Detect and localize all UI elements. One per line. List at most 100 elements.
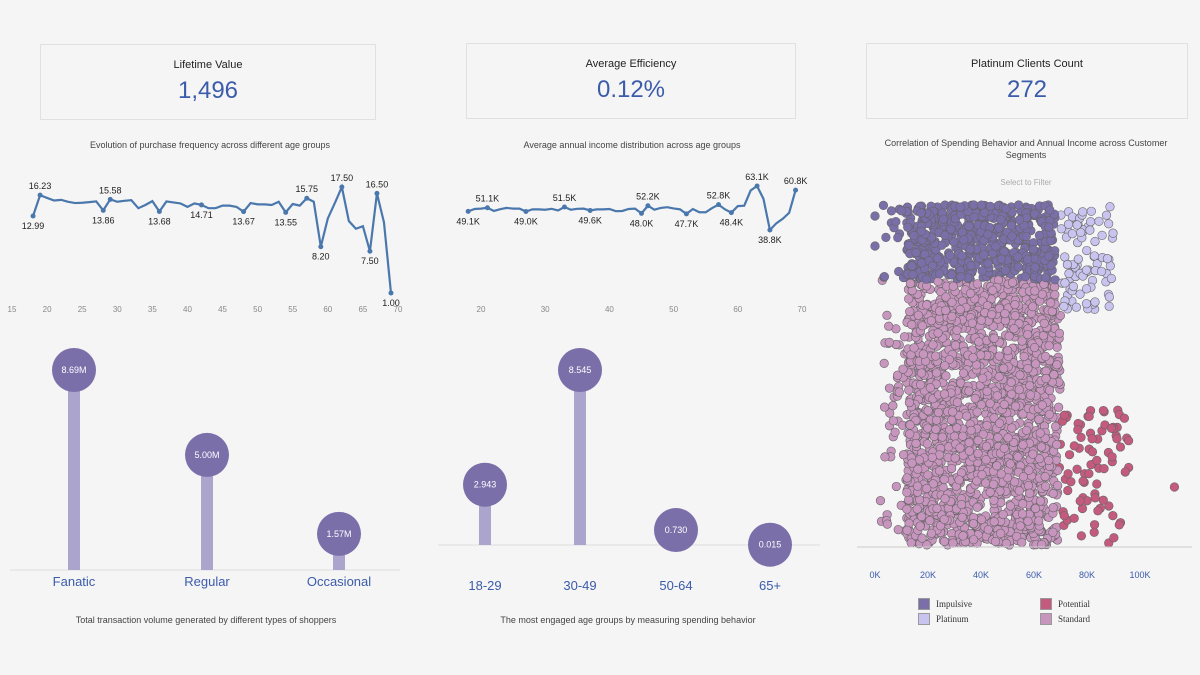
- scatter-point-platinum[interactable]: [1105, 202, 1115, 212]
- scatter-point-standard[interactable]: [955, 443, 965, 453]
- scatter-point-standard[interactable]: [932, 368, 942, 378]
- scatter-point-potential[interactable]: [1064, 450, 1075, 460]
- scatter-point-standard[interactable]: [1054, 328, 1065, 338]
- scatter-point-standard[interactable]: [1005, 501, 1016, 511]
- scatter-point-platinum[interactable]: [1106, 273, 1116, 284]
- scatter-point-standard[interactable]: [1044, 455, 1054, 466]
- scatter-point-potential[interactable]: [1093, 506, 1103, 516]
- scatter-point-impulsive[interactable]: [1022, 254, 1033, 265]
- scatter-point-potential[interactable]: [1075, 496, 1085, 506]
- scatter-point-standard[interactable]: [1014, 385, 1024, 395]
- scatter-point-standard[interactable]: [1023, 516, 1033, 526]
- scatter-point-standard[interactable]: [947, 463, 957, 474]
- scatter-point-standard[interactable]: [978, 373, 988, 383]
- scatter-point-standard[interactable]: [958, 531, 968, 541]
- scatter-point-standard[interactable]: [926, 528, 937, 538]
- scatter-point-standard[interactable]: [1004, 331, 1014, 341]
- scatter-point-standard[interactable]: [999, 399, 1009, 410]
- scatter-point-standard[interactable]: [1017, 537, 1027, 548]
- line-point[interactable]: [465, 208, 471, 214]
- scatter-point-standard[interactable]: [948, 407, 958, 417]
- scatter-point-standard[interactable]: [1018, 409, 1028, 419]
- scatter-point-standard[interactable]: [888, 416, 898, 426]
- scatter-point-standard[interactable]: [939, 474, 949, 485]
- scatter-point-platinum[interactable]: [1071, 302, 1081, 312]
- line-point[interactable]: [754, 183, 760, 189]
- scatter-point-standard[interactable]: [1040, 351, 1051, 361]
- scatter-point-potential[interactable]: [1063, 469, 1073, 479]
- scatter-point-standard[interactable]: [1040, 471, 1050, 482]
- scatter-point-standard[interactable]: [933, 407, 944, 418]
- scatter-point-impulsive[interactable]: [1030, 209, 1040, 219]
- scatter-point-potential[interactable]: [1098, 495, 1108, 505]
- legend-item-standard[interactable]: Standard: [1040, 613, 1090, 625]
- scatter-point-standard[interactable]: [923, 423, 933, 433]
- scatter-point-potential[interactable]: [1092, 455, 1102, 465]
- scatter-point-standard[interactable]: [955, 304, 965, 315]
- scatter-point-standard[interactable]: [916, 511, 927, 522]
- line-point[interactable]: [304, 195, 310, 201]
- line-point[interactable]: [283, 209, 289, 215]
- scatter-point-standard[interactable]: [941, 305, 951, 315]
- scatter-point-standard[interactable]: [957, 512, 967, 522]
- scatter-point-standard[interactable]: [1039, 318, 1049, 328]
- scatter-point-standard[interactable]: [1015, 370, 1025, 380]
- scatter-point-potential[interactable]: [1106, 423, 1117, 433]
- scatter-point-impulsive[interactable]: [996, 254, 1006, 264]
- scatter-point-standard[interactable]: [931, 424, 941, 434]
- scatter-point-standard[interactable]: [1049, 370, 1059, 380]
- scatter-point-standard[interactable]: [879, 402, 890, 412]
- line-point[interactable]: [318, 244, 324, 250]
- scatter-point-impulsive[interactable]: [1013, 252, 1023, 262]
- scatter-point-standard[interactable]: [1018, 472, 1029, 482]
- scatter-point-standard[interactable]: [882, 310, 892, 320]
- scatter-point-impulsive[interactable]: [1030, 262, 1040, 272]
- scatter-point-standard[interactable]: [976, 400, 987, 410]
- scatter-point-standard[interactable]: [931, 415, 942, 425]
- lollipop-head[interactable]: [185, 432, 229, 477]
- lollipop-head[interactable]: [317, 511, 361, 556]
- scatter-point-standard[interactable]: [944, 354, 954, 365]
- scatter-point-standard[interactable]: [1030, 503, 1041, 514]
- scatter-point-standard[interactable]: [934, 466, 945, 476]
- scatter-point-potential[interactable]: [1069, 441, 1079, 451]
- line-point[interactable]: [561, 204, 567, 210]
- scatter-point-platinum[interactable]: [1097, 230, 1107, 240]
- scatter-point-potential[interactable]: [1076, 531, 1086, 541]
- lollipop-head[interactable]: [558, 348, 602, 392]
- scatter-point-standard[interactable]: [1050, 290, 1060, 300]
- scatter-point-standard[interactable]: [952, 325, 962, 335]
- scatter-point-standard[interactable]: [905, 429, 915, 439]
- scatter-point-standard[interactable]: [989, 495, 999, 505]
- scatter-point-standard[interactable]: [968, 353, 978, 363]
- scatter-point-standard[interactable]: [905, 420, 915, 430]
- scatter-point-standard[interactable]: [999, 443, 1009, 453]
- scatter-point-standard[interactable]: [1053, 480, 1063, 491]
- scatter-point-standard[interactable]: [977, 470, 987, 480]
- scatter-point-standard[interactable]: [989, 333, 999, 343]
- scatter-point-platinum[interactable]: [1090, 236, 1100, 247]
- line-point[interactable]: [716, 202, 722, 208]
- scatter-point-standard[interactable]: [982, 386, 992, 396]
- scatter-point-potential[interactable]: [1120, 467, 1130, 477]
- scatter-point-standard[interactable]: [927, 452, 937, 463]
- scatter-point-impulsive[interactable]: [1046, 236, 1056, 246]
- scatter-point-potential[interactable]: [1077, 503, 1088, 514]
- scatter-point-standard[interactable]: [994, 372, 1004, 382]
- scatter-point-standard[interactable]: [891, 481, 901, 492]
- scatter-point-potential[interactable]: [1115, 442, 1126, 452]
- line-point[interactable]: [388, 290, 394, 296]
- scatter-point-standard[interactable]: [1006, 377, 1016, 387]
- scatter-point-standard[interactable]: [940, 494, 950, 504]
- scatter-point-standard[interactable]: [1041, 373, 1051, 384]
- scatter-point-standard[interactable]: [964, 438, 974, 448]
- scatter-point-standard[interactable]: [989, 517, 999, 527]
- line-point[interactable]: [107, 196, 113, 202]
- scatter-point-potential[interactable]: [1114, 520, 1124, 530]
- scatter-point-platinum[interactable]: [1094, 216, 1104, 226]
- scatter-point-standard[interactable]: [914, 495, 925, 505]
- scatter-point-potential[interactable]: [1072, 464, 1082, 474]
- scatter-point-standard[interactable]: [1038, 331, 1048, 341]
- scatter-point-impulsive[interactable]: [1001, 204, 1011, 214]
- scatter-point-standard[interactable]: [999, 363, 1009, 373]
